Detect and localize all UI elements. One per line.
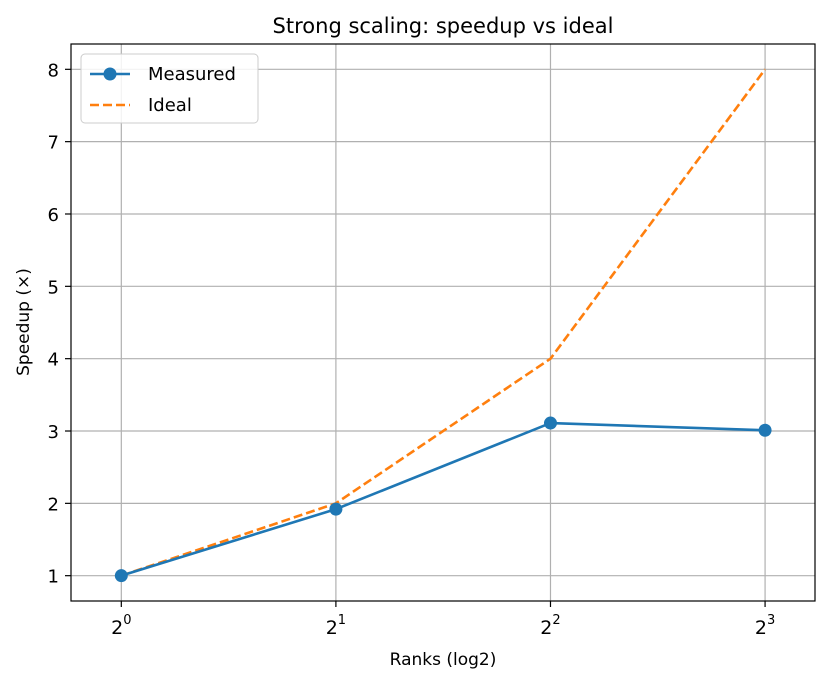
x-tick-exponent: 1 bbox=[338, 613, 346, 628]
chart-title: Strong scaling: speedup vs ideal bbox=[273, 14, 614, 38]
y-tick-label: 4 bbox=[48, 350, 59, 371]
y-tick-label: 7 bbox=[48, 133, 59, 154]
legend-marker-measured bbox=[103, 67, 117, 81]
x-tick-label: 21 bbox=[326, 613, 346, 639]
data-point-measured bbox=[114, 569, 128, 583]
x-tick-base: 2 bbox=[755, 617, 767, 639]
y-axis-label: Speedup (×) bbox=[14, 268, 34, 376]
legend-box bbox=[80, 53, 259, 124]
plot-frame bbox=[70, 43, 816, 602]
x-tick-exponent: 2 bbox=[552, 613, 560, 628]
y-tick-label: 3 bbox=[48, 422, 59, 443]
y-tick-label: 1 bbox=[48, 567, 59, 588]
y-tick-label: 6 bbox=[48, 205, 59, 226]
series-line-ideal bbox=[120, 68, 767, 577]
data-point-measured bbox=[543, 416, 557, 430]
legend: Measured Ideal bbox=[80, 53, 259, 124]
legend-label-ideal: Ideal bbox=[148, 95, 192, 116]
series-line-measured bbox=[120, 421, 766, 577]
x-tick-exponent: 3 bbox=[767, 613, 775, 628]
x-tick-label: 23 bbox=[755, 613, 775, 639]
data-point-measured bbox=[329, 502, 343, 516]
x-tick-exponent: 0 bbox=[123, 613, 131, 628]
data-point-measured bbox=[758, 423, 772, 437]
y-tick-label: 5 bbox=[48, 277, 59, 298]
x-tick-base: 2 bbox=[111, 617, 123, 639]
y-tick-label: 2 bbox=[48, 494, 59, 515]
x-tick-label: 20 bbox=[111, 613, 131, 639]
x-tick-base: 2 bbox=[326, 617, 338, 639]
x-tick-base: 2 bbox=[540, 617, 552, 639]
x-axis-label: Ranks (log2) bbox=[390, 650, 497, 670]
x-tick-label: 22 bbox=[540, 613, 560, 639]
series-layer bbox=[114, 68, 772, 583]
legend-label-measured: Measured bbox=[148, 64, 236, 85]
y-tick-label: 8 bbox=[48, 60, 59, 81]
